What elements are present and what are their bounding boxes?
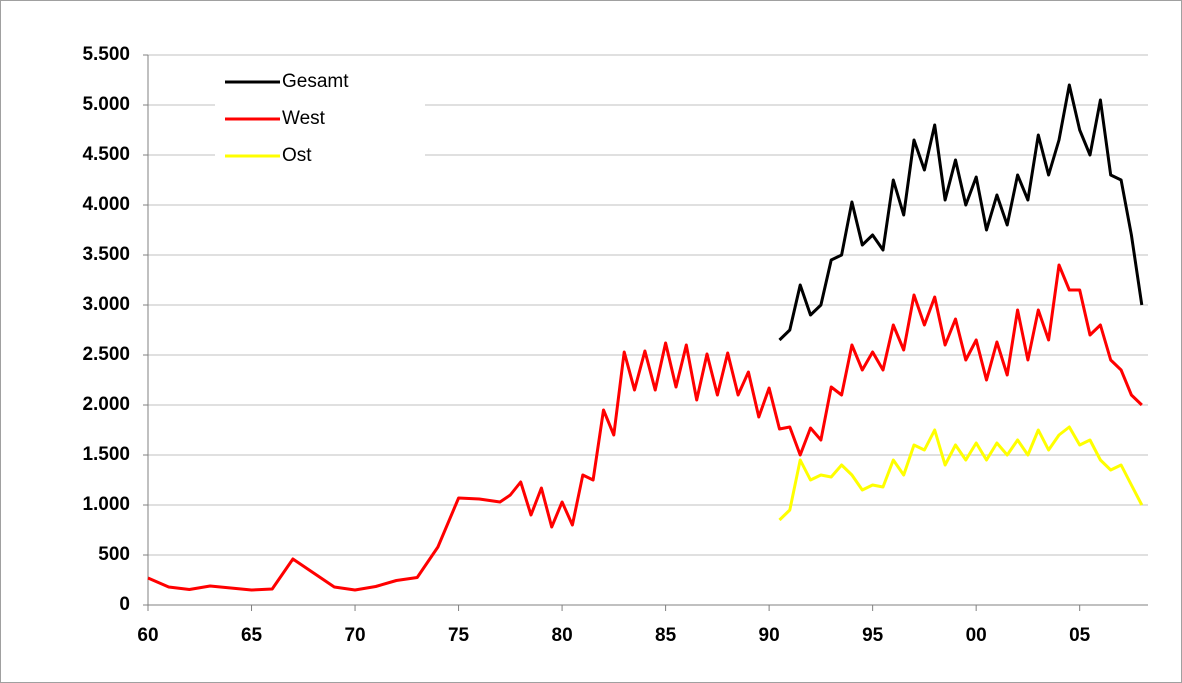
x-tick-label: 90 (759, 625, 780, 646)
x-tick-label: 95 (862, 625, 884, 646)
y-tick-label: 500 (98, 544, 130, 565)
x-tick-label: 80 (552, 625, 573, 646)
y-tick-label: 4.000 (82, 194, 130, 215)
x-tick-label: 60 (137, 625, 158, 646)
x-tick-label: 05 (1069, 625, 1091, 646)
y-tick-label: 3.000 (82, 294, 130, 315)
legend-label: Gesamt (282, 71, 349, 92)
x-tick-label: 00 (966, 625, 987, 646)
legend-label: Ost (282, 145, 312, 166)
legend-label: West (282, 108, 326, 129)
y-tick-label: 4.500 (82, 144, 130, 165)
y-tick-label: 3.500 (82, 244, 130, 265)
x-tick-label: 65 (241, 625, 263, 646)
y-tick-label: 5.500 (82, 44, 130, 65)
series-line (778, 425, 1144, 522)
y-tick-label: 1.000 (82, 494, 130, 515)
series-line (778, 83, 1144, 342)
y-tick-label: 0 (119, 594, 130, 615)
series-line (147, 263, 1143, 592)
y-tick-label: 1.500 (82, 444, 130, 465)
y-tick-label: 2.500 (82, 344, 130, 365)
y-tick-label: 2.000 (82, 394, 130, 415)
y-tick-label: 5.000 (82, 94, 130, 115)
x-tick-label: 70 (344, 625, 365, 646)
x-tick-label: 75 (448, 625, 470, 646)
x-tick-label: 85 (655, 625, 677, 646)
